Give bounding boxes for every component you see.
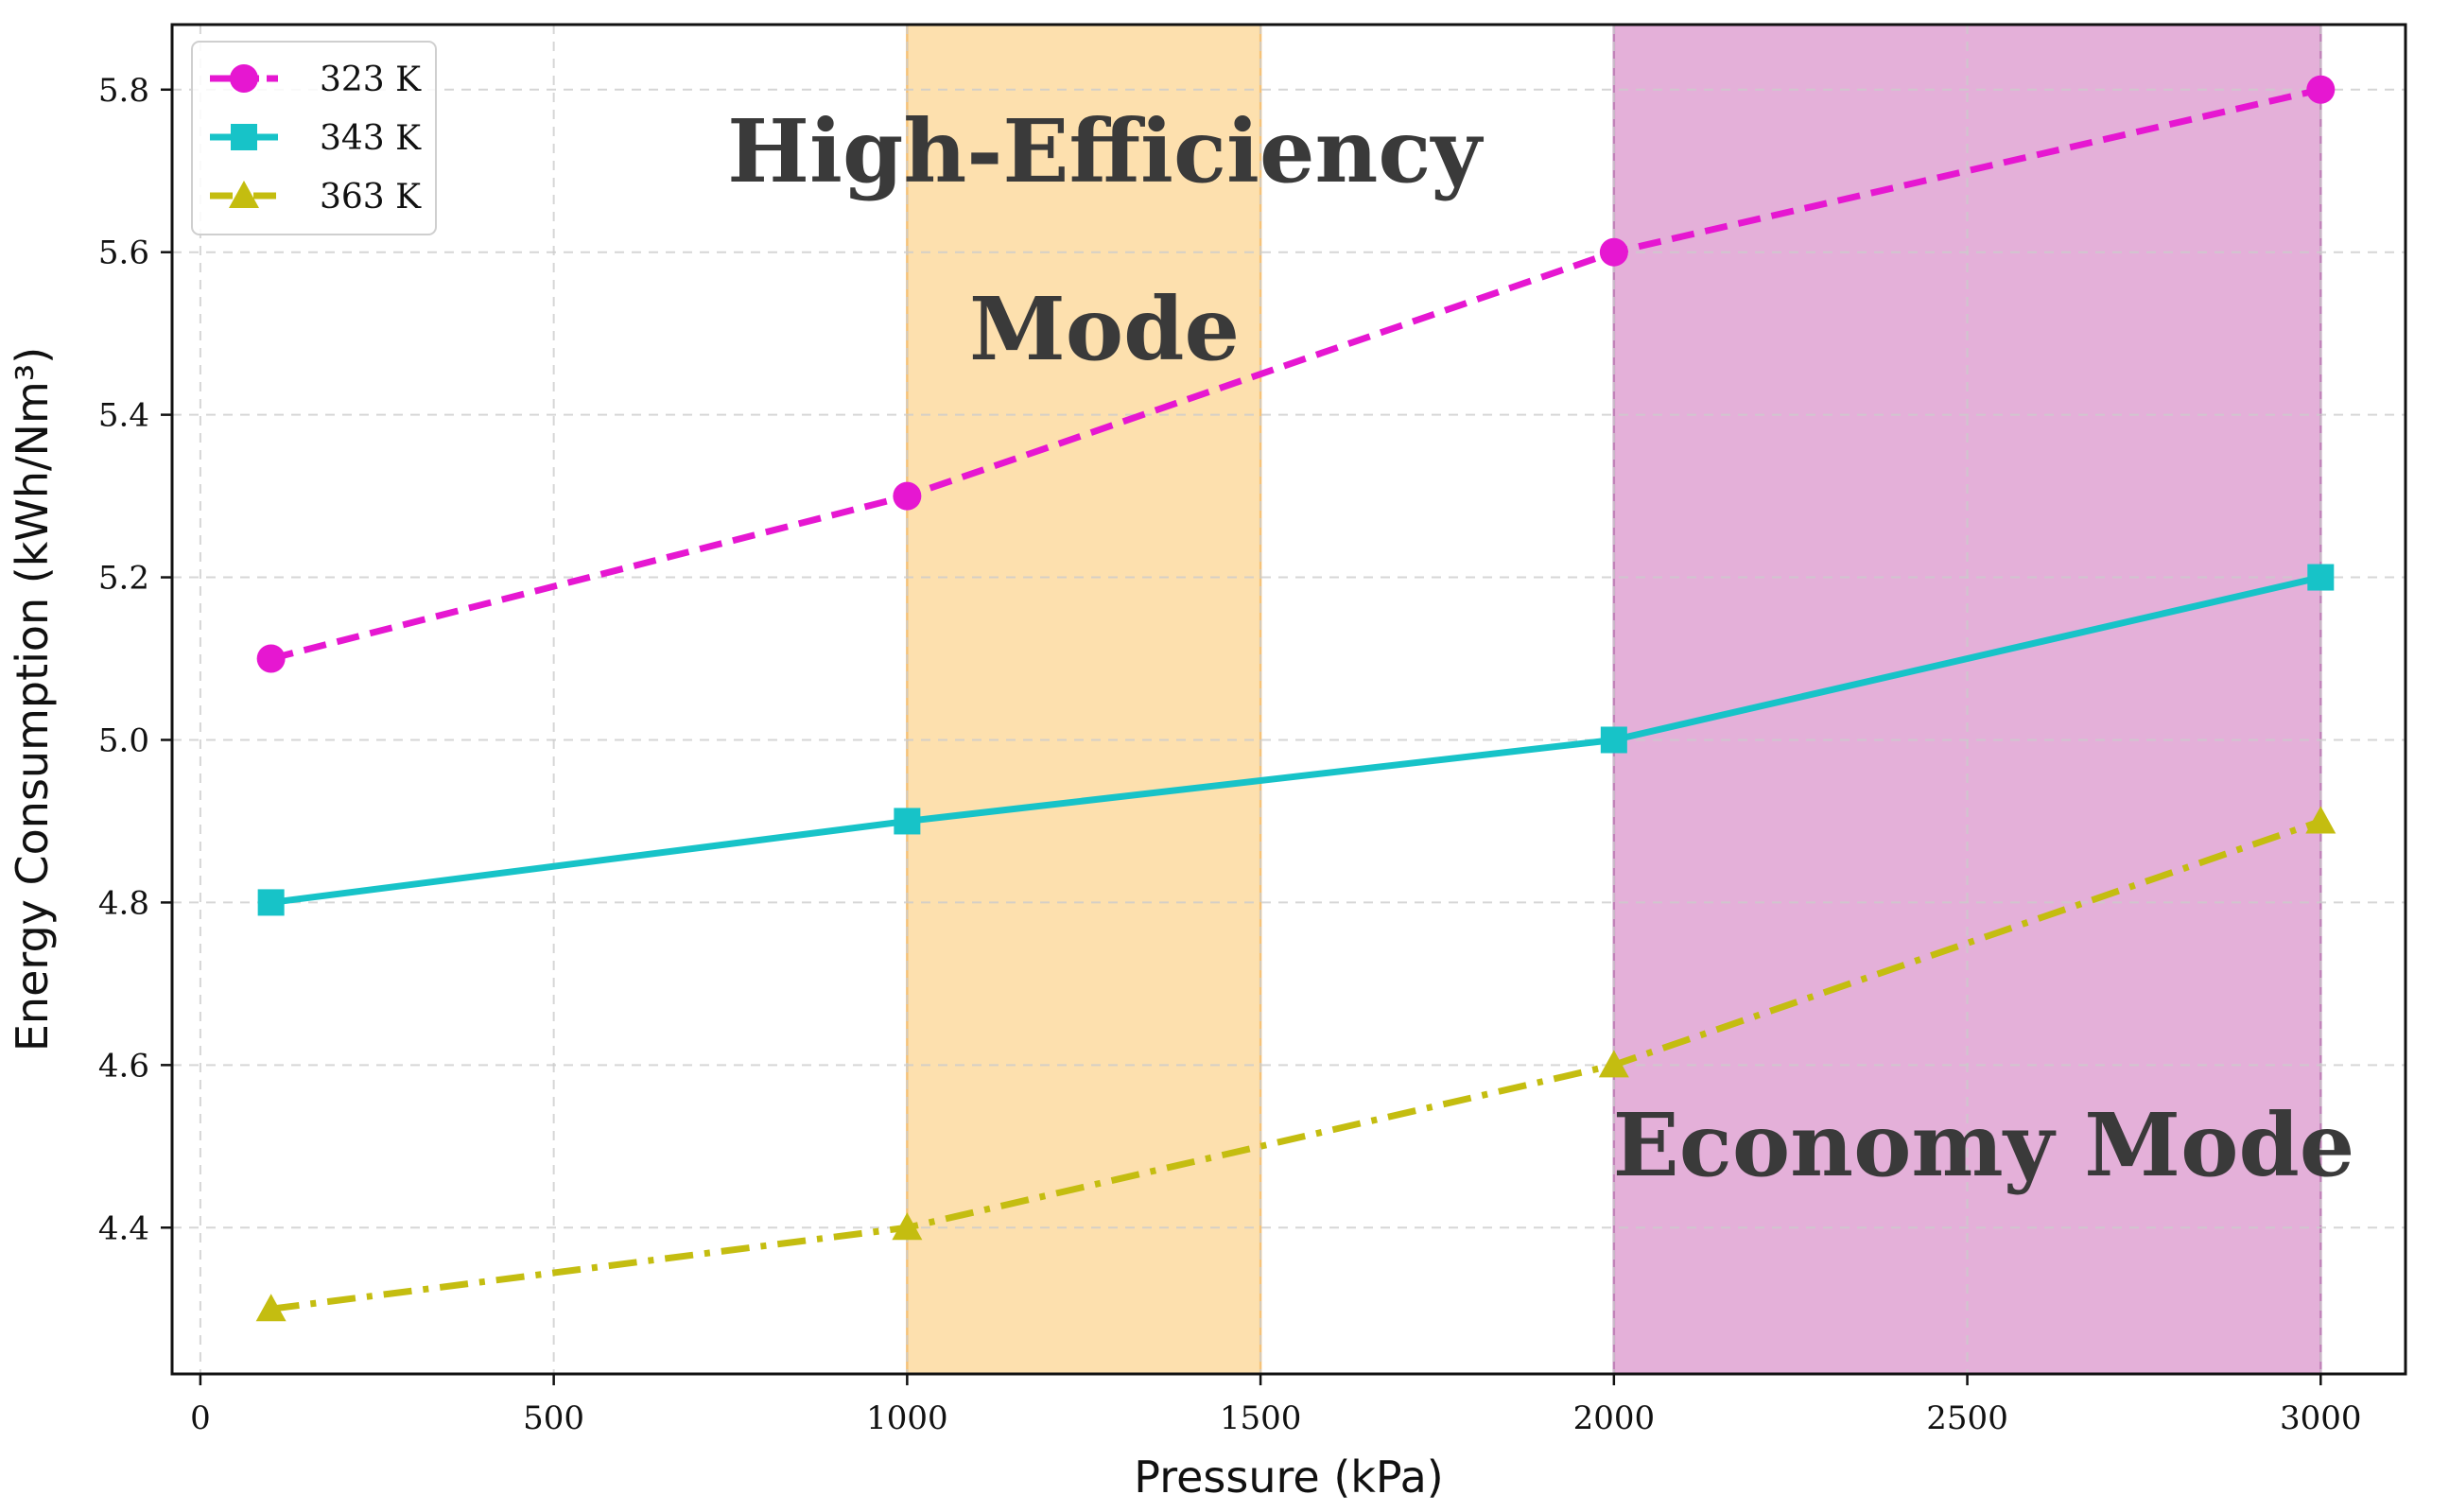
grid-lines <box>172 25 2406 1374</box>
y-tick-label: 4.4 <box>98 1209 149 1247</box>
region-label-high-efficiency: High-Efficiency <box>727 100 1484 202</box>
legend: 323 K 343 K 363 K <box>191 41 437 235</box>
legend-label: 363 K <box>320 178 422 217</box>
data-point-343-k <box>894 808 921 835</box>
axis-ticks: 0 500 1000 1500 2000 2500 3000 4.4 4.6 4.8 5.0 5.2 5… <box>98 72 2362 1437</box>
series-line-323-k <box>269 86 2322 662</box>
legend-label: 323 K <box>320 61 422 99</box>
legend-item-323-k: 323 K <box>210 61 422 99</box>
data-point-343-k <box>257 889 285 916</box>
data-point-363-k <box>255 1294 287 1322</box>
x-axis-label: Pressure (kPa) <box>1134 1451 1443 1503</box>
data-series <box>255 75 2336 1322</box>
y-tick-label: 4.8 <box>98 884 149 922</box>
legend-item-343-k: 343 K <box>210 119 422 158</box>
y-tick-label: 5.4 <box>98 397 149 435</box>
y-tick-label: 5.2 <box>98 560 149 598</box>
data-point-323-k <box>2306 75 2336 104</box>
legend-marker <box>231 124 257 150</box>
x-tick-label: 0 <box>190 1399 211 1437</box>
y-tick-label: 5.8 <box>98 72 149 110</box>
data-point-363-k <box>892 1212 923 1241</box>
series-343-k <box>257 564 2335 916</box>
x-tick-label: 2000 <box>1573 1399 1656 1437</box>
data-point-323-k <box>893 481 922 511</box>
region-labels: High-Efficiency Mode Economy Mode <box>727 100 2354 1196</box>
x-tick-label: 2500 <box>1926 1399 2008 1437</box>
legend-marker <box>230 64 258 93</box>
region-label-economy-mode: Economy Mode <box>1613 1094 2355 1196</box>
series-363-k <box>255 806 2336 1322</box>
data-point-343-k <box>1600 726 1627 754</box>
region-high-efficiency-mode <box>907 25 1261 1374</box>
data-point-323-k <box>256 644 286 673</box>
region-label-mode: Mode <box>969 278 1240 380</box>
series-323-k <box>256 75 2336 673</box>
legend-item-363-k: 363 K <box>210 178 422 217</box>
y-tick-label: 4.6 <box>98 1047 149 1085</box>
legend-box <box>191 41 437 235</box>
data-point-363-k <box>1598 1050 1629 1078</box>
x-tick-label: 1000 <box>866 1399 948 1437</box>
data-point-323-k <box>1599 237 1628 267</box>
y-axis-label: Energy Consumption (kWh/Nm³) <box>7 347 58 1051</box>
legend-label: 343 K <box>320 119 422 158</box>
x-tick-label: 500 <box>523 1399 584 1437</box>
y-tick-label: 5.0 <box>98 721 149 759</box>
x-tick-label: 1500 <box>1220 1399 1302 1437</box>
series-line-343-k <box>270 574 2322 906</box>
plot-frame <box>170 23 2407 1376</box>
legend-marker <box>229 181 259 208</box>
y-tick-label: 5.6 <box>98 235 149 272</box>
x-tick-label: 3000 <box>2280 1399 2362 1437</box>
data-point-343-k <box>2307 564 2335 591</box>
data-point-363-k <box>2305 806 2336 834</box>
